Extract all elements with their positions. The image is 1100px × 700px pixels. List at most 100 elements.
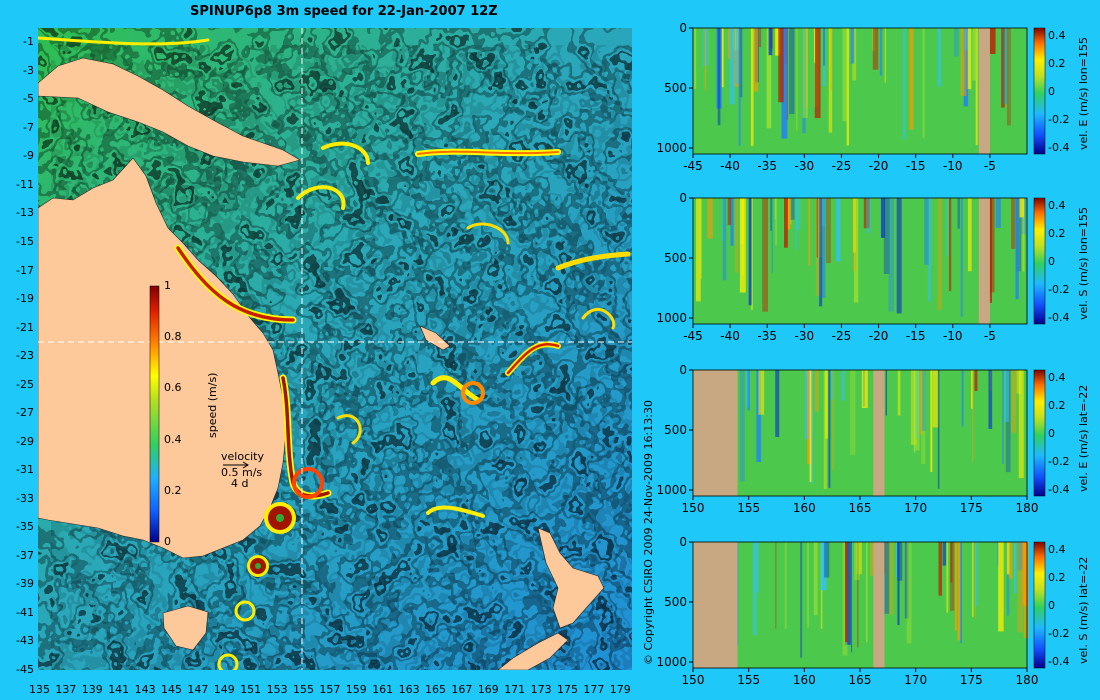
profile-colorbar-tick-label: 0	[1048, 85, 1055, 98]
map-y-tick-label: -37	[16, 548, 34, 562]
profile-streak	[972, 542, 974, 617]
profile-streak	[854, 542, 860, 581]
land-new-guinea	[37, 57, 301, 167]
profile-x-tick-label: 175	[960, 673, 983, 687]
profile-colorbar-tick-label: 0	[1048, 255, 1055, 268]
profile-streak	[960, 542, 962, 643]
profile-colorbar-tick-label: -0.4	[1048, 655, 1069, 668]
map-y-tick-label: -33	[16, 491, 34, 505]
map-y-tick-label: -29	[16, 434, 34, 448]
profile-panel-lat22-E: 150 155 160 165 170 175 180 0 500 1000 0.4 0.2 0 -0.2…	[656, 363, 1090, 515]
profile-colorbar-tick-label: -0.4	[1048, 311, 1069, 324]
profile-colorbar-label: vel. S (m/s) lat=-22	[1077, 557, 1090, 664]
profile-colorbar-tick-label: 0.4	[1048, 371, 1066, 384]
map-y-tick-label: -25	[16, 377, 34, 391]
profile-streak	[914, 370, 920, 451]
speed-map[interactable]	[36, 28, 645, 687]
profile-streak	[738, 28, 741, 146]
profile-streak	[1022, 542, 1028, 606]
profile-streak	[921, 370, 926, 465]
profile-streak	[775, 28, 780, 56]
profile-streak	[954, 542, 957, 631]
profile-streak	[815, 198, 822, 296]
map-x-tick-label: 159	[345, 683, 367, 696]
profile-streak	[942, 542, 947, 566]
profile-x-tick-label: -25	[832, 159, 852, 173]
profile-streak	[937, 198, 942, 310]
map-x-tick-label: 165	[425, 683, 446, 696]
map-y-tick-label: -11	[16, 177, 34, 191]
profile-streak	[857, 542, 859, 648]
profile-colorbar-tick-label: -0.2	[1048, 113, 1069, 126]
profile-x-tick-label: 160	[793, 673, 816, 687]
colorbar-tick-label: 0.4	[164, 432, 182, 446]
profile-streak	[960, 28, 967, 96]
profile-x-tick-label: 180	[1016, 501, 1039, 515]
profile-colorbar-tick-label: -0.2	[1048, 627, 1069, 640]
profile-streak	[739, 198, 746, 293]
profile-colorbar-tick-label: 0.4	[1048, 29, 1066, 42]
velocity-key-arrowhead	[242, 461, 249, 469]
profile-streak	[824, 542, 830, 578]
profile-streak	[727, 198, 732, 226]
map-x-tick-label: 163	[398, 683, 420, 696]
profile-streak	[1011, 198, 1016, 249]
profile-x-tick-label: -20	[869, 329, 889, 343]
profile-colorbar	[1033, 197, 1046, 325]
map-x-tick-label: 137	[55, 683, 77, 696]
profile-streak	[853, 198, 856, 271]
profile-colorbar-tick-label: 0	[1048, 427, 1055, 440]
map-y-tick-label: -5	[23, 92, 34, 106]
profile-x-tick-label: 175	[960, 501, 983, 515]
profile-streak	[750, 28, 754, 146]
profile-y-tick-label: 0	[679, 535, 687, 549]
profile-panel-lon155-S: -45 -40 -35 -30 -25 -20 -15 -10 -5 0 500 1000 0.4 0.2…	[656, 191, 1090, 343]
profile-streak	[870, 542, 876, 576]
profile-streak	[796, 28, 798, 131]
velocity-key-value: 0.5 m/s	[221, 466, 263, 479]
map-y-tick-label: -19	[16, 292, 34, 306]
profile-streak	[770, 198, 772, 231]
profile-streak	[821, 198, 826, 298]
profile-streak	[988, 370, 993, 429]
profile-x-tick-label: -15	[906, 329, 926, 343]
profile-y-tick-label: 500	[664, 251, 687, 265]
profile-colorbar-label: vel. S (m/s) lon=155	[1077, 207, 1090, 320]
profile-streak	[989, 28, 996, 55]
speed-colorbar	[149, 285, 160, 543]
profile-streak	[1017, 542, 1024, 571]
profile-streak	[1006, 542, 1010, 575]
profile-y-tick-label: 500	[664, 595, 687, 609]
map-y-tick-label: -7	[23, 120, 34, 134]
colorbar-label: speed (m/s)	[206, 372, 219, 438]
profile-streak	[800, 542, 803, 658]
colorbar-tick-label: 0.2	[164, 483, 182, 497]
profile-streak	[775, 370, 780, 437]
profile-streak	[938, 542, 942, 596]
profile-streak	[872, 28, 879, 70]
profile-streak	[717, 28, 721, 126]
profile-streak	[836, 198, 841, 262]
profile-y-tick-label: 1000	[656, 311, 687, 325]
profile-streak	[852, 198, 856, 253]
profile-streak	[748, 198, 752, 306]
profile-streak	[796, 198, 801, 230]
profile-x-tick-label: -10	[943, 329, 963, 343]
profile-streak	[997, 542, 1000, 566]
colorbar-tick-label: 0.8	[164, 330, 182, 344]
profile-land	[693, 370, 738, 496]
profile-streak	[927, 198, 931, 302]
profile-streak	[921, 370, 926, 431]
profile-streak	[751, 198, 753, 310]
profile-streak	[930, 370, 933, 473]
profile-streak	[948, 198, 952, 292]
profile-streak	[1014, 542, 1017, 594]
profile-x-tick-label: -35	[757, 159, 777, 173]
profile-streak	[789, 28, 795, 115]
map-x-tick-label: 157	[319, 683, 341, 696]
profile-streak	[953, 28, 959, 57]
profile-x-tick-label: 180	[1016, 673, 1039, 687]
profile-streak	[811, 370, 813, 484]
profile-streak	[863, 370, 865, 407]
profile-streak	[752, 542, 758, 636]
